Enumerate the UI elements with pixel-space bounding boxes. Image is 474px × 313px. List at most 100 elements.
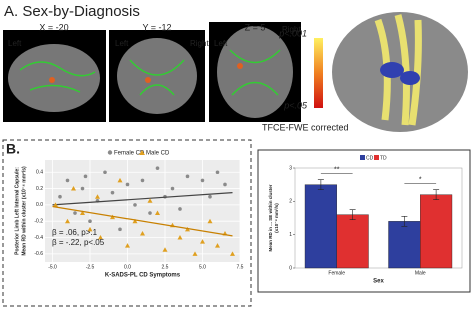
x-tick-label: Male xyxy=(415,270,426,276)
point xyxy=(65,218,70,224)
point xyxy=(125,243,130,248)
point xyxy=(65,178,70,183)
legend-swatch xyxy=(360,155,365,160)
point xyxy=(207,218,213,224)
annotation: β = -.22, p<.05 xyxy=(52,238,105,247)
y-tick-label: -0.6 xyxy=(34,251,43,257)
bar xyxy=(304,184,337,269)
cluster xyxy=(49,77,55,83)
y-tick-label: 0.4 xyxy=(36,170,43,176)
point xyxy=(125,182,130,187)
slice-left: Left xyxy=(8,39,22,48)
point xyxy=(73,211,77,215)
point xyxy=(192,251,198,256)
cluster-3d xyxy=(400,71,420,85)
point xyxy=(162,247,168,252)
point xyxy=(223,182,227,187)
point xyxy=(208,194,212,199)
point xyxy=(200,178,205,183)
point xyxy=(80,186,85,191)
significance: * xyxy=(419,177,422,184)
point xyxy=(110,190,115,195)
x-tick-label: 7.5 xyxy=(237,264,244,270)
point xyxy=(133,203,137,207)
point xyxy=(155,210,160,216)
y-axis-label: Posterior Limb Left Internal Capsule: xyxy=(14,167,20,255)
y-axis-label: (x10⁻⁴ mm²/s) xyxy=(274,203,279,233)
y-tick-label: -0.2 xyxy=(34,219,43,225)
fit-line xyxy=(52,205,233,237)
tract-outline xyxy=(19,61,96,93)
y-tick-label: 2 xyxy=(289,199,292,205)
legend-swatch xyxy=(374,155,379,160)
slice-left: Left xyxy=(115,39,129,48)
point xyxy=(80,210,85,216)
error-bar xyxy=(317,179,324,190)
y-tick-label: 1 xyxy=(289,232,292,238)
slice-coord: Y = -12 xyxy=(142,22,171,32)
point xyxy=(230,251,235,256)
point xyxy=(170,186,175,191)
bar xyxy=(388,221,421,269)
slice-coord: X = -20 xyxy=(39,22,68,32)
error-bar xyxy=(401,216,408,227)
point xyxy=(71,186,76,191)
point xyxy=(118,227,122,232)
point xyxy=(117,177,123,183)
x-tick-label: 0.0 xyxy=(124,264,131,270)
point xyxy=(58,194,62,199)
y-tick-label: 0.0 xyxy=(36,202,43,208)
point xyxy=(95,194,100,199)
legend-label: Male CD xyxy=(146,151,170,157)
point xyxy=(87,226,93,232)
legend-swatch xyxy=(107,150,113,155)
panel-a-title: A. Sex-by-Diagnosis xyxy=(4,3,140,20)
y-tick-label: 0 xyxy=(289,265,292,271)
y-axis-label: Mean RD in ... SE within cluster xyxy=(268,184,273,251)
slice-right: Right xyxy=(282,25,301,34)
cluster-3d xyxy=(380,62,404,78)
legend-label: CD xyxy=(366,155,374,161)
legend-swatch xyxy=(139,150,145,155)
point xyxy=(83,174,88,179)
point xyxy=(132,218,138,224)
cluster xyxy=(237,63,243,69)
slice-right: Right xyxy=(190,39,209,48)
point xyxy=(178,207,182,211)
point xyxy=(215,170,220,175)
slice-brain xyxy=(117,38,197,114)
bar-frame xyxy=(257,149,471,293)
point xyxy=(177,235,183,240)
point xyxy=(155,166,160,170)
colorbar-top: p<.001 xyxy=(278,28,307,38)
colorbar xyxy=(314,38,323,108)
x-axis-label: K-SADS-PL CD Symptoms xyxy=(105,273,181,279)
y-axis-label: Mean RD within cluster (x10⁻⁴ mm²/s) xyxy=(21,166,27,256)
point xyxy=(88,219,92,223)
point xyxy=(98,235,103,240)
tract-outline xyxy=(229,49,281,96)
y-tick-label: 3 xyxy=(289,165,292,171)
brain-slices xyxy=(3,12,468,132)
x-tick-label: -5.0 xyxy=(48,264,57,270)
x-axis-label: Sex xyxy=(373,279,384,285)
point xyxy=(148,211,152,215)
point xyxy=(53,202,58,207)
cluster xyxy=(145,77,151,83)
slice-coord: Z = 5 xyxy=(245,22,266,32)
significance: ** xyxy=(334,167,340,174)
x-tick-label: Female xyxy=(328,270,345,276)
x-tick-label: -2.5 xyxy=(86,264,95,270)
point xyxy=(215,243,220,248)
point xyxy=(147,198,153,203)
annotation: β = .06, p>.1 xyxy=(52,228,98,237)
x-tick-label: 2.5 xyxy=(162,264,169,270)
error-bar xyxy=(349,209,356,220)
point xyxy=(200,239,205,244)
panel-b-label: B. xyxy=(6,141,20,157)
error-bar xyxy=(433,189,440,200)
correction: TFCE-FWE corrected xyxy=(262,122,349,132)
bar xyxy=(336,214,369,269)
